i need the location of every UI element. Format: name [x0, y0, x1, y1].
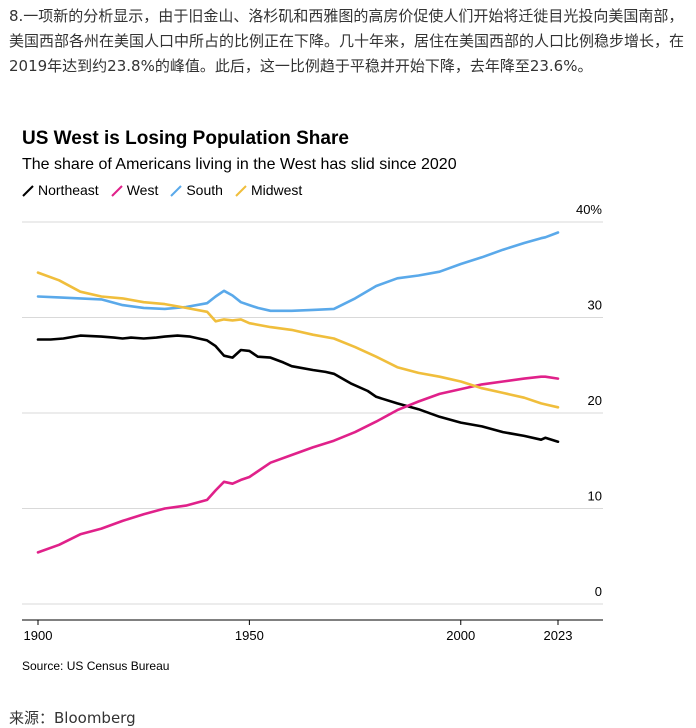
x-tick-label-2000: 2000: [446, 628, 475, 643]
chart-legend: Northeast West South Midwest: [22, 182, 302, 198]
chart-source: Source: US Census Bureau: [22, 659, 170, 673]
line-chart: 0 10 20 30 40% 1900 1950 2000 2023: [22, 202, 603, 643]
legend-item-south: South: [170, 182, 223, 198]
chart-title: US West is Losing Population Share: [22, 128, 349, 149]
y-tick-label-20: 20: [588, 393, 602, 408]
y-tick-label-40: 40%: [576, 202, 602, 217]
intro-paragraph: 8.一项新的分析显示，由于旧金山、洛杉矶和西雅图的高房价促使人们开始将迁徙目光投…: [9, 7, 685, 75]
legend-item-northeast: Northeast: [22, 182, 99, 198]
legend-mark-midwest: [235, 184, 247, 197]
legend-item-west: West: [110, 182, 159, 198]
chart-subtitle: The share of Americans living in the Wes…: [22, 156, 457, 173]
footer-source: 来源：Bloomberg: [9, 709, 136, 727]
x-tick-label-2023: 2023: [544, 628, 573, 643]
legend-label-midwest: Midwest: [250, 182, 303, 198]
y-tick-label-30: 30: [588, 298, 602, 313]
x-tick-label-1900: 1900: [24, 628, 53, 643]
series-line-west: [36, 375, 560, 554]
legend-item-midwest: Midwest: [235, 182, 302, 198]
legend-mark-south: [170, 184, 183, 197]
y-tick-label-0: 0: [595, 584, 602, 599]
legend-label-west: West: [126, 182, 159, 198]
y-tick-label-10: 10: [588, 489, 602, 504]
x-tick-label-1950: 1950: [235, 628, 264, 643]
legend-label-northeast: Northeast: [38, 182, 99, 198]
series-line-midwest: [36, 271, 560, 409]
series-line-south: [36, 231, 560, 313]
legend-label-south: South: [186, 182, 223, 198]
series-line-northeast: [36, 334, 560, 443]
legend-mark-northeast: [22, 184, 34, 197]
legend-mark-west: [110, 184, 123, 197]
